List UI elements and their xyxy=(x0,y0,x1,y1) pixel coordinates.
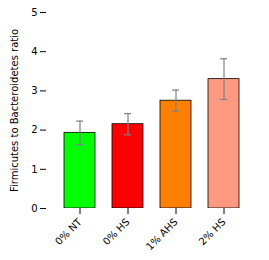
svg-text:0% NT: 0% NT xyxy=(53,216,84,247)
svg-text:3: 3 xyxy=(31,85,37,96)
svg-text:2: 2 xyxy=(31,124,37,135)
svg-text:2% HS: 2% HS xyxy=(197,216,228,247)
svg-text:5: 5 xyxy=(31,7,37,18)
svg-text:0: 0 xyxy=(31,203,37,214)
svg-text:4: 4 xyxy=(31,46,37,57)
svg-text:1% AHS: 1% AHS xyxy=(144,216,180,252)
svg-text:1: 1 xyxy=(31,164,37,175)
svg-text:Firmicutes to Bacteroidetes ra: Firmicutes to Bacteroidetes ratio xyxy=(9,29,20,192)
svg-text:0% HS: 0% HS xyxy=(101,216,132,247)
